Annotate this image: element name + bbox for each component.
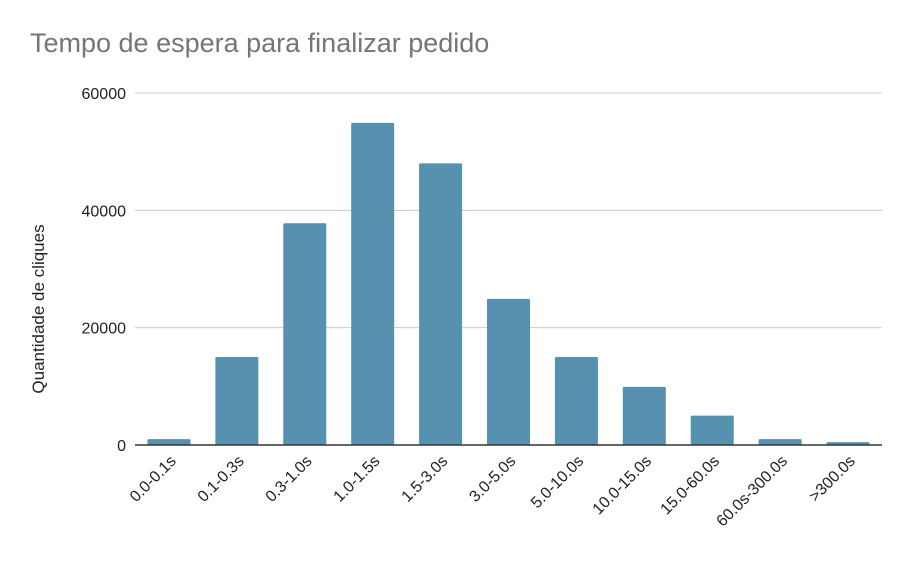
x-tick-label: 1.0-1.5s	[331, 453, 384, 506]
x-tick-label: 15.0-60.0s	[658, 453, 723, 518]
x-tick-label: >300.0s	[806, 453, 859, 506]
x-tick-label: 3.0-5.0s	[466, 453, 519, 506]
bar	[487, 298, 530, 445]
chart-title: Tempo de espera para finalizar pedido	[30, 28, 490, 58]
y-tick-label: 20000	[82, 321, 127, 338]
x-tick-label: 1.5-3.0s	[399, 453, 452, 506]
bar	[283, 223, 327, 445]
y-tick-label: 40000	[82, 203, 127, 220]
y-axis-ticks: 0 20000 40000 60000	[82, 86, 127, 455]
x-tick-label: 0.1-0.3s	[195, 453, 248, 506]
bar	[622, 386, 666, 445]
x-tick-label: 5.0-10.0s	[528, 453, 587, 512]
gridlines	[135, 92, 882, 329]
bar	[147, 439, 191, 445]
bar	[215, 357, 259, 445]
x-tick-label: 0.0-0.1s	[127, 453, 180, 506]
bar	[554, 357, 598, 445]
bar	[758, 439, 802, 445]
bars	[147, 122, 870, 446]
x-tick-label: 10.0-15.0s	[590, 453, 655, 518]
y-tick-label: 60000	[82, 86, 127, 103]
y-axis-label: Quantidade de cliques	[29, 224, 48, 393]
x-tick-label: 0.3-1.0s	[263, 453, 316, 506]
x-axis-ticks: 0.0-0.1s 0.1-0.3s 0.3-1.0s 1.0-1.5s 1.5-3.0s…	[127, 453, 859, 530]
y-tick-label: 0	[117, 438, 126, 455]
x-tick-label: 60.0s-300.0s	[714, 453, 791, 530]
bar	[419, 163, 463, 445]
bar	[351, 122, 395, 446]
bar	[690, 415, 734, 445]
